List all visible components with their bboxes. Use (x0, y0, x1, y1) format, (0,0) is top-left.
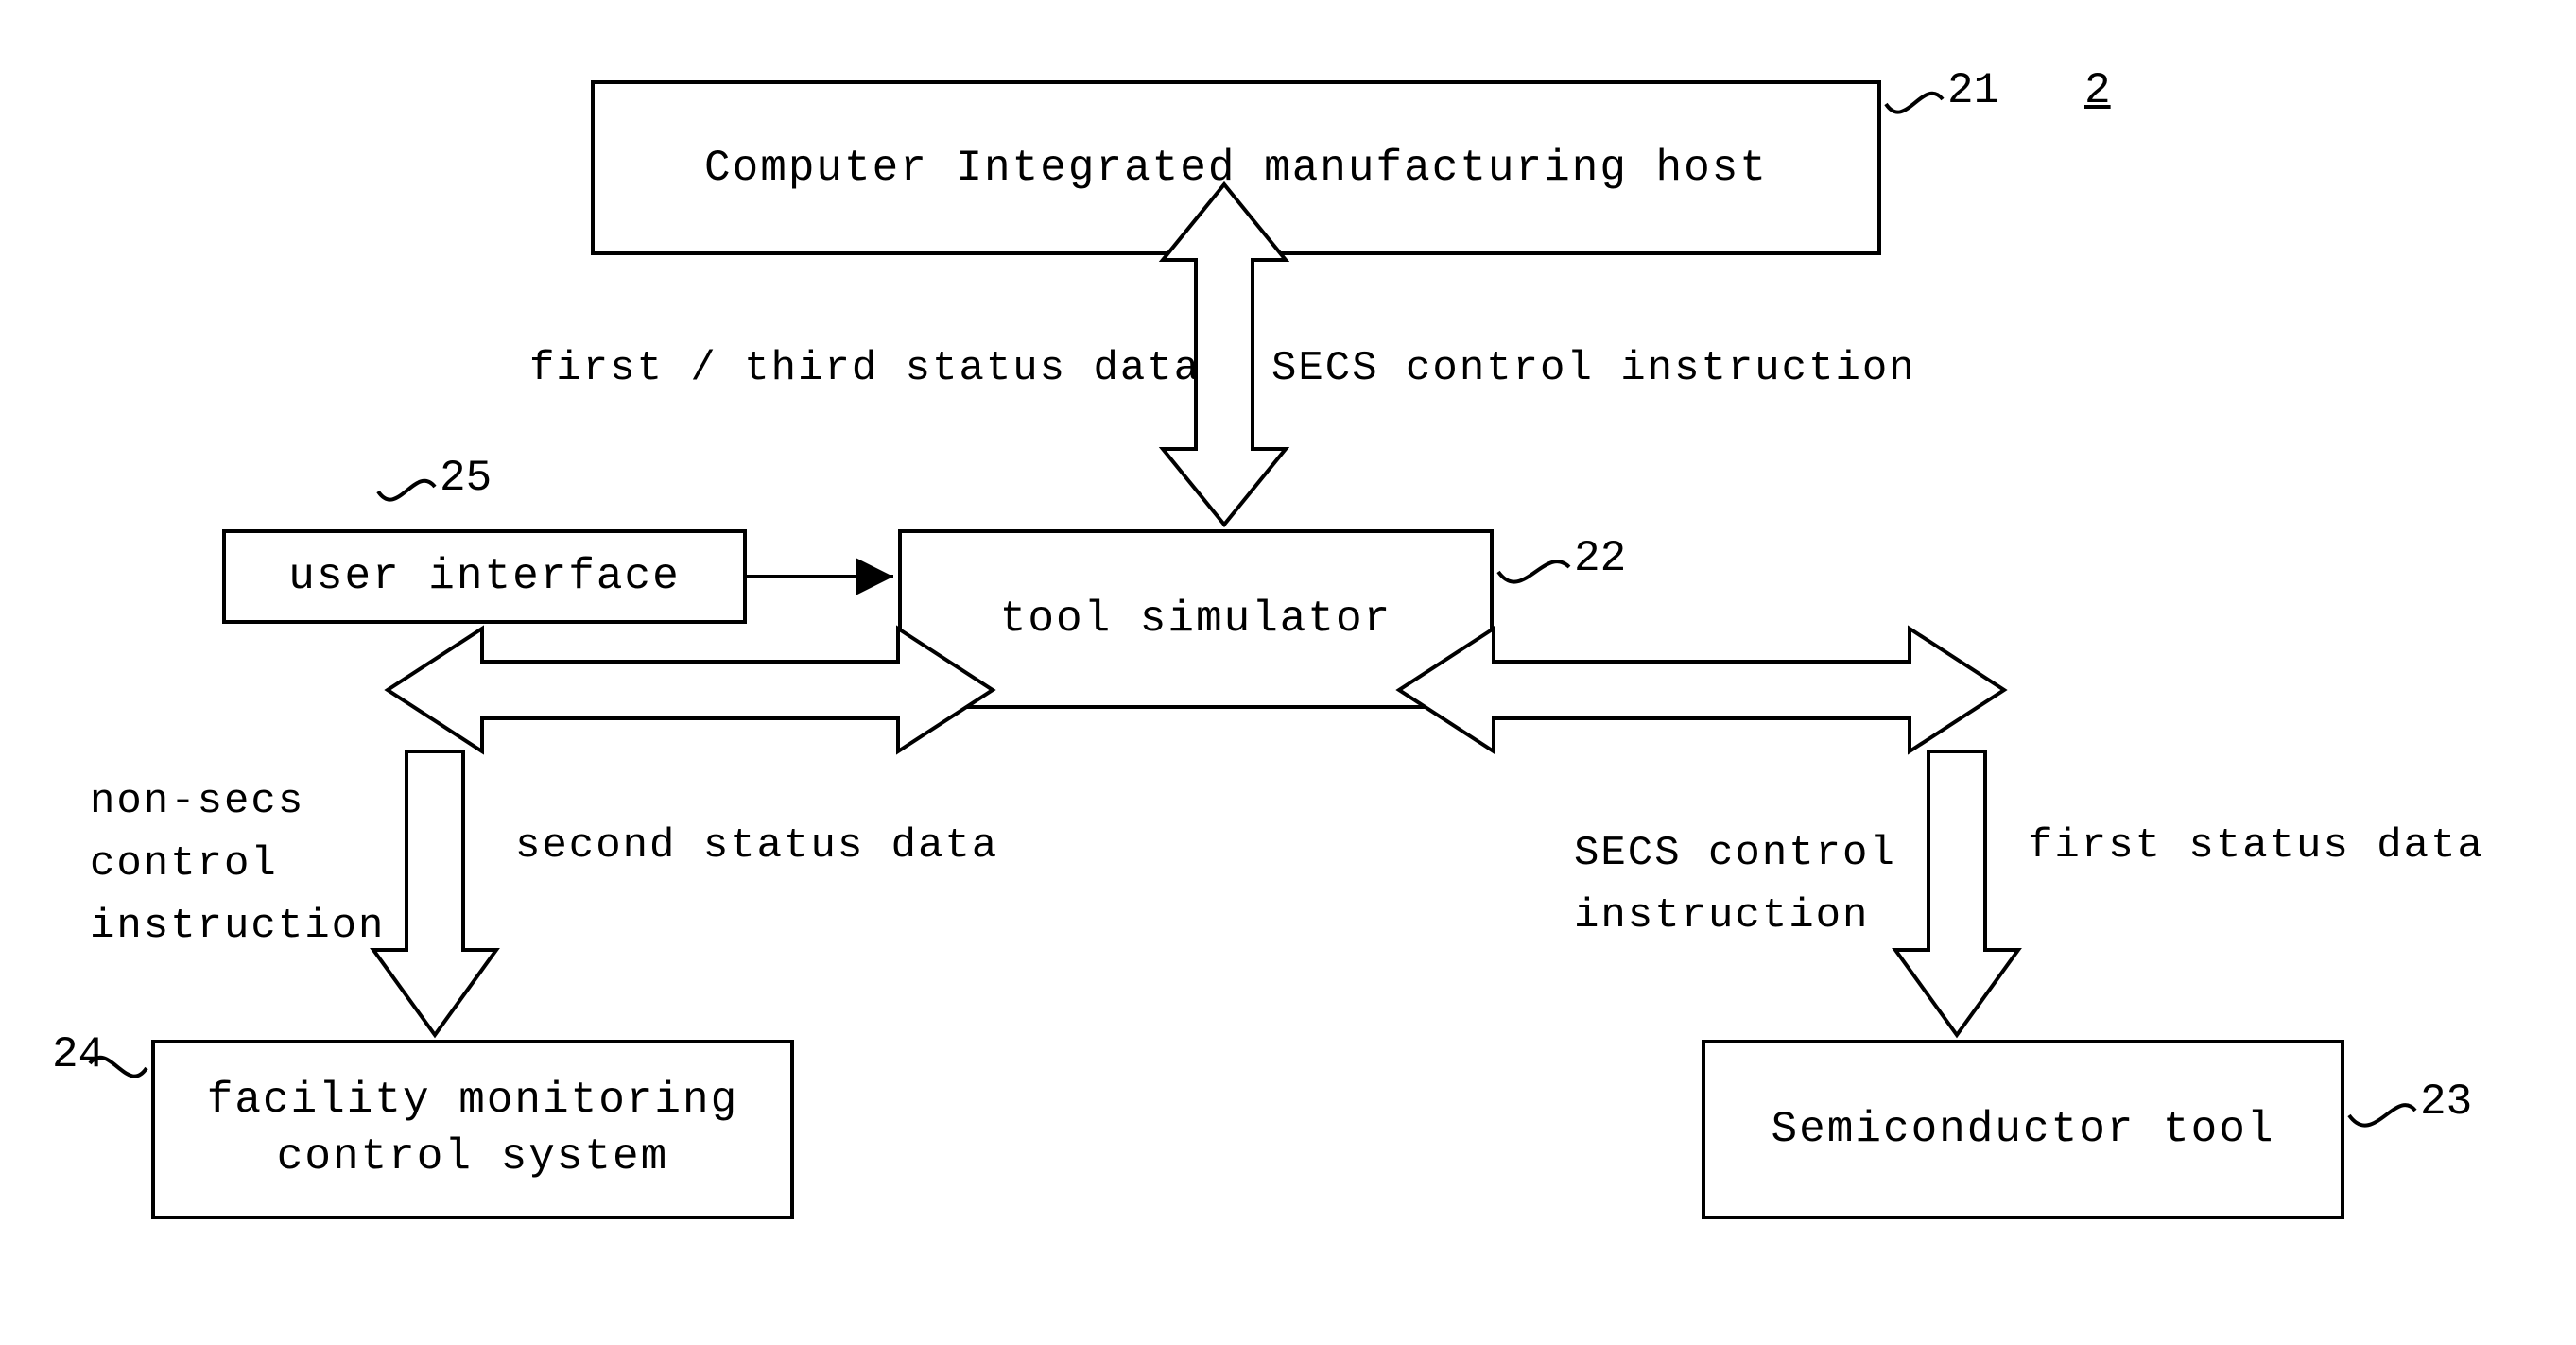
ref-label-21: 21 (1947, 66, 1999, 115)
edge-label-left-up: non-secs control instruction (90, 770, 385, 957)
semiconductor-tool-box: Semiconductor tool (1702, 1040, 2344, 1219)
ref-label-2: 2 (2084, 66, 2111, 115)
cim-host-label: Computer Integrated manufacturing host (704, 144, 1768, 193)
squiggle-25 (378, 481, 435, 500)
arrow-left-down (373, 751, 496, 1035)
edge-label-top-left: first / third status data (529, 345, 1201, 392)
semiconductor-tool-label: Semiconductor tool (1772, 1105, 2275, 1154)
ref-label-23: 23 (2420, 1078, 2472, 1127)
squiggle-21 (1886, 94, 1943, 112)
tool-simulator-label: tool simulator (1000, 595, 1392, 644)
arrow-right-down (1895, 751, 2018, 1035)
squiggle-23 (2349, 1105, 2415, 1125)
edge-label-left-mid: second status data (515, 822, 998, 870)
ref-label-24: 24 (52, 1030, 104, 1079)
user-interface-label: user interface (288, 552, 680, 601)
tool-simulator-box: tool simulator (898, 529, 1494, 709)
fmcs-label: facility monitoring control system (155, 1073, 790, 1186)
user-interface-box: user interface (222, 529, 747, 624)
edge-label-right-mid: SECS control instruction (1574, 822, 1896, 947)
squiggle-22 (1498, 561, 1569, 581)
ref-label-25: 25 (440, 454, 492, 503)
ref-label-22: 22 (1574, 534, 1626, 583)
edge-label-right-up: first status data (2028, 822, 2484, 870)
fmcs-box: facility monitoring control system (151, 1040, 794, 1219)
edge-label-top-right: SECS control instruction (1271, 345, 1916, 392)
cim-host-box: Computer Integrated manufacturing host (591, 80, 1881, 255)
